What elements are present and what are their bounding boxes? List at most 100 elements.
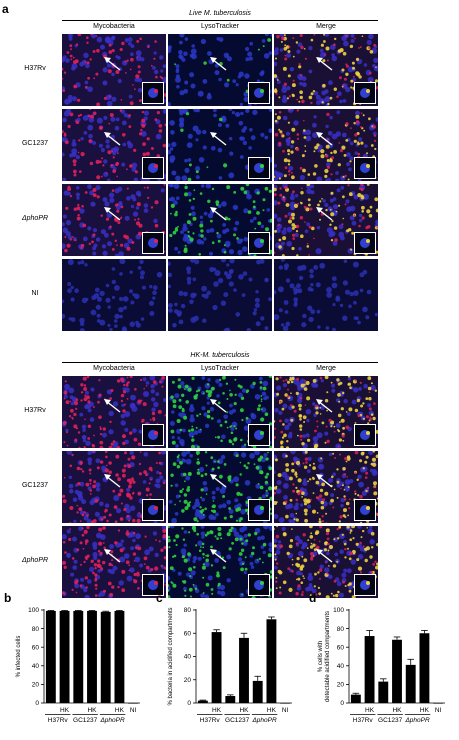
- micrograph-tile: [168, 451, 272, 523]
- column-header: Merge: [316, 365, 336, 372]
- zoom-inset: [248, 574, 270, 596]
- arrow-icon: [314, 473, 334, 489]
- x-tick-label: NI: [435, 707, 442, 714]
- bar: [419, 633, 430, 703]
- x-tick-label: HK: [60, 707, 70, 714]
- micrograph-tile: [168, 259, 272, 331]
- y-tick-label: 100: [28, 607, 39, 614]
- micrograph-tile: [168, 34, 272, 106]
- x-tick-label: HK: [392, 707, 402, 714]
- chart-c: c % bacteria in acidified compartments 0 20…: [152, 590, 302, 735]
- arrow-icon: [314, 206, 334, 222]
- arrow-icon: [208, 548, 228, 564]
- column-header: LysoTracker: [201, 23, 239, 30]
- arrow-icon: [102, 131, 122, 147]
- bar: [350, 694, 361, 703]
- y-tick-label: 0: [35, 700, 39, 707]
- chart-b: b % infected cells 0 20 40 60 80 100 HK HK HK NI H37…: [0, 590, 150, 735]
- x-tick-label: HK: [267, 707, 277, 714]
- row-label: NI: [31, 290, 39, 297]
- column-header: Merge: [316, 23, 336, 30]
- arrow-icon: [314, 56, 334, 72]
- micrograph-tile: [274, 259, 378, 331]
- y-tick-label: 100: [333, 607, 344, 614]
- arrow-icon: [102, 548, 122, 564]
- zoom-inset: [142, 82, 164, 104]
- row-label: H37Rv: [24, 65, 46, 72]
- y-tick-label: 20: [337, 682, 345, 689]
- arrow-icon: [208, 56, 228, 72]
- chart-d: d% cells withdetectable acidified compar…: [305, 590, 455, 735]
- x-tick-label: HK: [87, 707, 97, 714]
- zoom-inset: [248, 424, 270, 446]
- panel-letter-a: a: [2, 2, 9, 16]
- arrow-icon: [208, 473, 228, 489]
- zoom-inset: [248, 232, 270, 254]
- y-tick-label: 40: [184, 654, 192, 661]
- zoom-inset: [354, 232, 376, 254]
- arrow-icon: [314, 398, 334, 414]
- bar: [197, 700, 208, 703]
- group-label: H37Rv: [48, 717, 69, 724]
- y-axis-label: % cells withdetectable acidified compart…: [318, 611, 331, 702]
- zoom-inset: [142, 574, 164, 596]
- x-tick-label: HK: [365, 707, 375, 714]
- group-label: GC1237: [225, 717, 250, 724]
- x-tick-label: HK: [115, 707, 125, 714]
- micrograph-tile: [62, 109, 166, 181]
- bar: [114, 610, 125, 703]
- arrow-icon: [102, 473, 122, 489]
- row-label: GC1237: [21, 482, 49, 489]
- bar: [392, 639, 402, 703]
- y-axis-label: % infected cells: [16, 636, 22, 678]
- group-label: H37Rv: [200, 717, 221, 724]
- micrograph-tile: [168, 184, 272, 256]
- panel-letter-d: d: [309, 591, 316, 605]
- y-tick-label: 0: [340, 700, 344, 707]
- y-tick-label: 20: [184, 677, 192, 684]
- row-label: ΔphoPR: [21, 557, 49, 564]
- group-label: H37Rv: [353, 717, 374, 724]
- row-label: GC1237: [21, 140, 49, 147]
- section-rule: [62, 362, 378, 363]
- bar: [252, 680, 263, 703]
- row-label: H37Rv: [24, 407, 46, 414]
- zoom-inset: [248, 82, 270, 104]
- micrograph-tile: [62, 184, 166, 256]
- x-tick-label: HK: [212, 707, 222, 714]
- micrograph-tile: [274, 526, 378, 598]
- micrograph-tile: [274, 184, 378, 256]
- micrograph-tile: [274, 34, 378, 106]
- zoom-inset: [142, 157, 164, 179]
- arrow-icon: [314, 548, 334, 564]
- x-tick-label: HK: [420, 707, 430, 714]
- bar: [87, 610, 97, 703]
- micrograph-tile: [274, 376, 378, 448]
- bar: [239, 637, 249, 703]
- panel-letter-b: b: [4, 591, 11, 605]
- bar: [128, 703, 139, 704]
- micrograph-tile: [62, 376, 166, 448]
- micrograph-tile: [168, 376, 272, 448]
- group-label: ΔphoPR: [99, 717, 125, 724]
- zoom-inset: [354, 157, 376, 179]
- group-label: GC1237: [73, 717, 98, 724]
- zoom-inset: [142, 499, 164, 521]
- group-label: ΔphoPR: [404, 717, 430, 724]
- bar: [45, 610, 56, 703]
- section-title: HK-M. tuberculosis: [190, 352, 250, 359]
- zoom-inset: [354, 574, 376, 596]
- arrow-icon: [102, 206, 122, 222]
- micrograph-tile: [274, 109, 378, 181]
- y-tick-label: 20: [32, 682, 40, 689]
- zoom-inset: [354, 82, 376, 104]
- arrow-icon: [102, 398, 122, 414]
- column-header: LysoTracker: [201, 365, 239, 372]
- arrow-icon: [208, 131, 228, 147]
- y-tick-label: 40: [337, 663, 345, 670]
- x-tick-label: HK: [239, 707, 249, 714]
- column-header: Mycobacteria: [93, 23, 135, 30]
- y-tick-label: 60: [337, 644, 345, 651]
- bar: [225, 696, 236, 703]
- y-tick-label: 0: [187, 700, 191, 707]
